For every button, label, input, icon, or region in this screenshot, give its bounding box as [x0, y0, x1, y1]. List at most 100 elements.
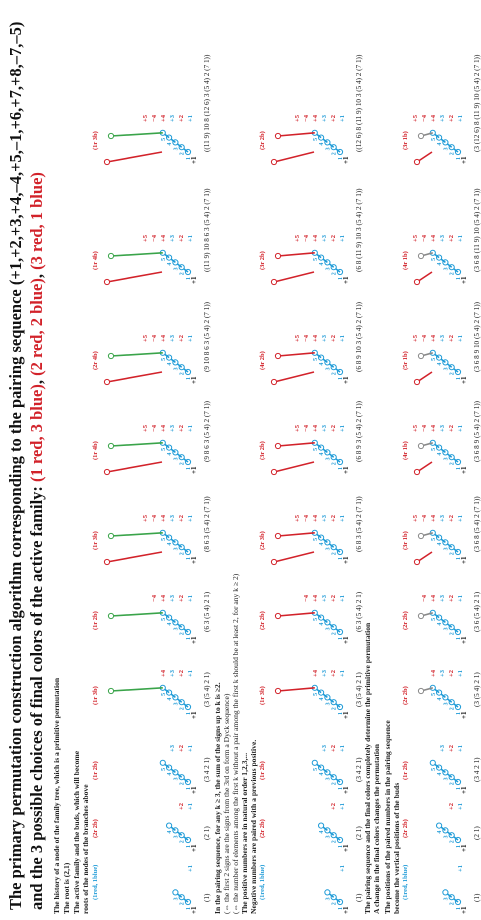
node-number: 5 [431, 693, 437, 696]
node-number: 4 [167, 363, 173, 366]
node-number: 2 [450, 902, 456, 905]
tree-node-red [270, 558, 278, 566]
node-number: 4 [167, 623, 173, 626]
sign-step: +3 [321, 114, 328, 122]
tree-edge-branch [110, 612, 163, 617]
sign-step: −4 [151, 234, 158, 242]
tree-node-red [103, 378, 111, 386]
node-number: 3 [173, 627, 179, 630]
node-number: 5 [313, 693, 319, 696]
sign-step: +2 [178, 335, 185, 342]
node-number: 3 [173, 777, 179, 780]
node-number: 2 [332, 840, 338, 843]
sign-step: +3 [169, 744, 176, 752]
node-number: 1 [338, 277, 344, 280]
tree-edge-branch [277, 442, 315, 447]
permutation-text: (9 10 8 6 3 (5 4) 2 (7 1)) [203, 301, 211, 372]
stage-label: (2r 2b) [402, 819, 409, 838]
node-number: 3 [443, 777, 449, 780]
permutation-text: (3 (5 4) 2 1) [473, 672, 481, 707]
sign-step: +3 [439, 594, 446, 602]
sign-step: +2 [448, 425, 455, 432]
permutation-text: (3 4 2 1) [355, 757, 363, 782]
node-number: 5 [431, 258, 437, 261]
sign-step: −4 [303, 514, 310, 522]
tree-edge-red [106, 461, 163, 473]
node-number: 4 [319, 453, 325, 456]
node-number: 3 [173, 267, 179, 270]
node-number: 1 [186, 377, 192, 380]
sign-step: +4 [312, 234, 319, 242]
node-number: 1 [338, 712, 344, 715]
node-number: 4 [437, 698, 443, 701]
tree-node-bud [417, 442, 425, 450]
node-number: 4 [167, 698, 173, 701]
permutation-text: (1) [203, 893, 211, 902]
tree-node [442, 889, 449, 896]
sign-step: +2 [330, 670, 337, 677]
sign-step: +3 [321, 514, 328, 522]
sign-step: +4 [430, 594, 437, 602]
node-number: 3 [173, 147, 179, 150]
sign-step: +1 [339, 670, 346, 677]
node-number: 2 [450, 462, 456, 465]
node-number: 3 [325, 147, 331, 150]
node-number: 3 [443, 267, 449, 270]
node-number: 1 [338, 467, 344, 470]
sign-step: +2 [330, 115, 337, 122]
permutation-text: ((12 6) 8 (11 9) 10 3 (5 4) 2 (7 1)) [355, 54, 363, 152]
tree-node-bud [274, 252, 282, 260]
root-marker: +1 [190, 156, 198, 164]
sign-step: +3 [169, 424, 176, 432]
permutation-text: (2 1) [203, 826, 211, 840]
root-marker: +1 [342, 376, 350, 384]
node-number: 1 [456, 712, 462, 715]
sign-step: +2 [448, 515, 455, 522]
sign-step: +4 [430, 234, 437, 242]
node-number: 5 [161, 768, 167, 771]
sign-step: −4 [151, 424, 158, 432]
sign-step: +4 [430, 334, 437, 342]
node-number: 2 [180, 152, 186, 155]
tree-node-bud [417, 352, 425, 360]
sign-step: +1 [457, 425, 464, 432]
stage-label: (2r 4b) [92, 351, 99, 370]
node-number: 3 [443, 702, 449, 705]
node-number: 1 [186, 637, 192, 640]
node-number: 2 [180, 840, 186, 843]
sign-step: +2 [330, 515, 337, 522]
sign-step: +1 [187, 235, 194, 242]
sign-step: +2 [448, 670, 455, 677]
root-marker: +1 [460, 844, 468, 852]
permutation-text: (6 8 3 (5 4) 2 (7 1)) [355, 496, 363, 552]
tree-node [429, 759, 436, 766]
sign-step: +2 [448, 335, 455, 342]
sign-step: +2 [330, 335, 337, 342]
permutation-text: (3 6 8 (5 4) 2 (7 1)) [473, 496, 481, 552]
sign-step: +2 [178, 235, 185, 242]
sign-step: +4 [160, 424, 167, 432]
node-number: 3 [443, 457, 449, 460]
sign-step: +1 [339, 515, 346, 522]
node-number: 5 [161, 693, 167, 696]
node-number: 1 [456, 467, 462, 470]
stage-label: (1r 2b) [402, 761, 409, 780]
stage-label: (4r 1b) [402, 441, 409, 460]
sign-step: +3 [169, 514, 176, 522]
sign-step: +3 [439, 424, 446, 432]
sign-step: −4 [151, 334, 158, 342]
root-marker: +1 [460, 906, 468, 914]
node-number: 1 [186, 467, 192, 470]
sign-step: +2 [330, 425, 337, 432]
sign-step: +1 [457, 515, 464, 522]
node-number: 5 [313, 358, 319, 361]
tree-edge-branch [277, 612, 315, 617]
sign-step: +5 [294, 424, 301, 432]
tree-edge-branch [277, 132, 315, 137]
node-number: 5 [161, 358, 167, 361]
node-number: 4 [437, 143, 443, 146]
stage-label: (2r 2b) [259, 131, 266, 150]
node-number: 1 [186, 907, 192, 910]
